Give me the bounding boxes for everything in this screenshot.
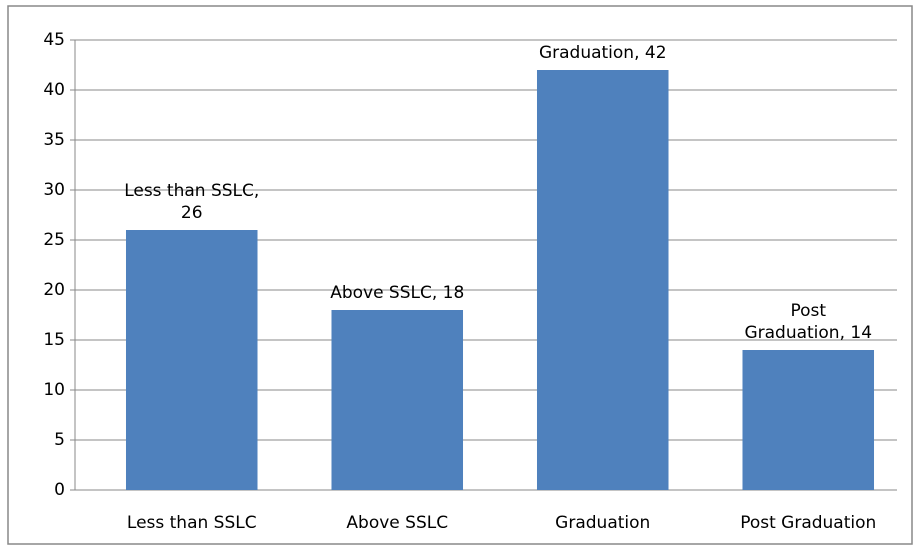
- data-label: Graduation, 42: [538, 43, 667, 63]
- y-tick-label: 0: [54, 480, 65, 500]
- y-tick-label: 25: [43, 230, 65, 250]
- data-label: Above SSLC, 18: [330, 283, 465, 303]
- bar: [742, 350, 875, 490]
- x-tick-label: Post Graduation: [740, 513, 876, 533]
- x-tick-label: Less than SSLC: [127, 513, 257, 533]
- data-label: Post Graduation, 14: [744, 301, 873, 343]
- y-tick-label: 35: [43, 130, 65, 150]
- bar: [331, 310, 464, 490]
- y-tick-label: 15: [43, 330, 65, 350]
- x-tick-label: Graduation: [555, 513, 650, 533]
- y-tick-label: 30: [43, 180, 65, 200]
- bar: [536, 70, 669, 490]
- data-label: Less than SSLC, 26: [124, 181, 260, 223]
- y-tick-label: 10: [43, 380, 65, 400]
- x-tick-label: Above SSLC: [346, 513, 448, 533]
- y-tick-label: 20: [43, 280, 65, 300]
- y-tick-label: 40: [43, 80, 65, 100]
- y-tick-label: 45: [43, 30, 65, 50]
- chart-border: [7, 5, 913, 545]
- y-tick-label: 5: [54, 430, 65, 450]
- bar: [125, 230, 258, 490]
